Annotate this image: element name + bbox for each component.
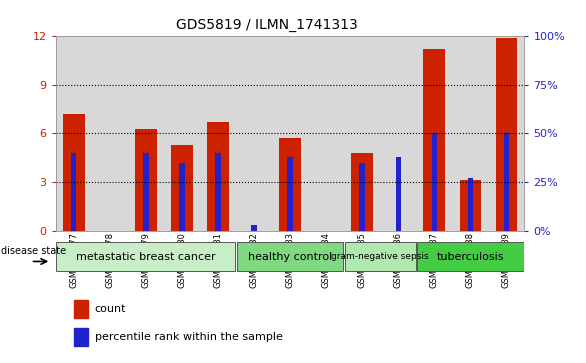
Bar xyxy=(488,36,524,231)
Bar xyxy=(215,153,221,231)
Bar xyxy=(74,328,87,346)
Bar xyxy=(200,36,236,231)
Bar xyxy=(344,36,380,231)
Bar xyxy=(135,129,156,231)
Bar xyxy=(359,163,365,231)
Text: healthy control: healthy control xyxy=(248,252,332,262)
Bar xyxy=(143,153,148,231)
Bar xyxy=(496,38,517,231)
Bar xyxy=(504,134,509,231)
Bar xyxy=(92,36,128,231)
Bar xyxy=(459,180,481,231)
Bar xyxy=(179,163,185,231)
Title: GDS5819 / ILMN_1741313: GDS5819 / ILMN_1741313 xyxy=(176,19,357,33)
Bar xyxy=(280,138,301,231)
Text: count: count xyxy=(94,304,126,314)
Bar xyxy=(56,36,92,231)
Bar xyxy=(308,36,344,231)
Bar xyxy=(71,153,76,231)
Bar xyxy=(171,145,193,231)
Bar xyxy=(416,36,452,231)
Text: metastatic breast cancer: metastatic breast cancer xyxy=(76,252,216,262)
FancyBboxPatch shape xyxy=(237,242,343,271)
Text: disease state: disease state xyxy=(1,246,66,256)
Bar xyxy=(272,36,308,231)
Bar xyxy=(164,36,200,231)
Bar xyxy=(128,36,164,231)
Bar xyxy=(452,36,488,231)
Bar xyxy=(380,36,416,231)
Bar xyxy=(236,36,272,231)
Text: percentile rank within the sample: percentile rank within the sample xyxy=(94,332,282,342)
Text: tuberculosis: tuberculosis xyxy=(437,252,504,262)
Bar xyxy=(396,157,401,231)
Bar xyxy=(424,49,445,231)
Bar xyxy=(352,153,373,231)
Bar xyxy=(251,225,257,231)
Bar xyxy=(207,122,229,231)
Bar xyxy=(432,134,437,231)
Bar xyxy=(74,299,87,318)
FancyBboxPatch shape xyxy=(345,242,415,271)
Bar xyxy=(63,114,84,231)
Text: gram-negative sepsis: gram-negative sepsis xyxy=(332,252,429,261)
FancyBboxPatch shape xyxy=(417,242,524,271)
Bar xyxy=(287,157,293,231)
FancyBboxPatch shape xyxy=(56,242,235,271)
Bar xyxy=(468,178,473,231)
